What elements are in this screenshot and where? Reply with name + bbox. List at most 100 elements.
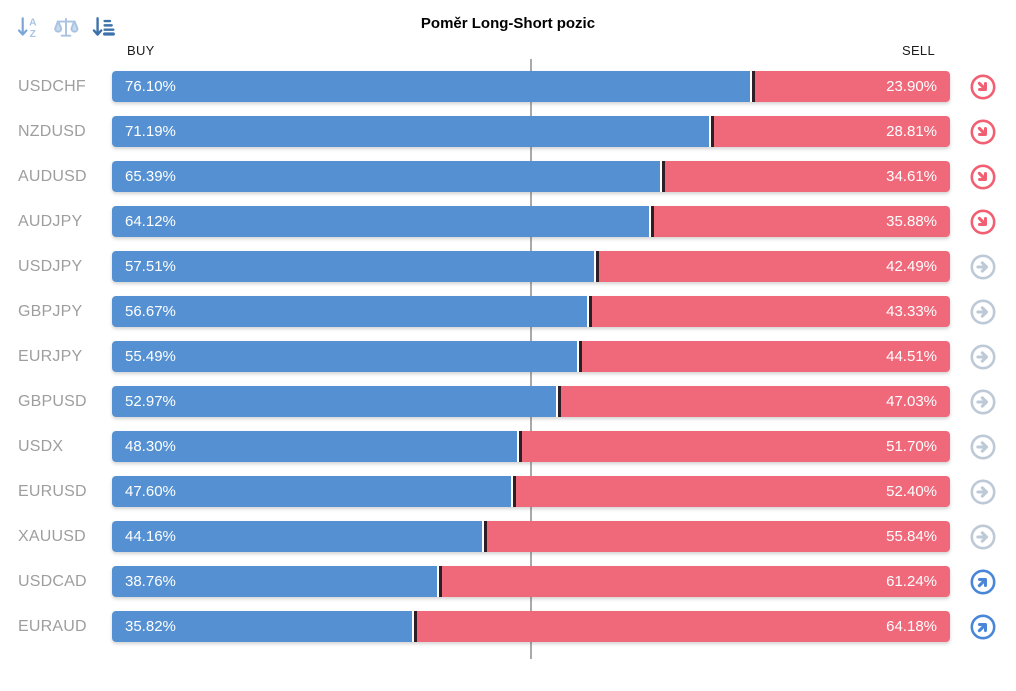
sell-bar: 52.40% [515,476,950,507]
trend-icon-cell [950,73,1016,101]
pair-label: EURJPY [18,347,83,365]
pair-label: USDCHF [18,77,86,95]
buy-bar: 38.76% [112,566,437,597]
buy-percent: 38.76% [125,573,176,590]
long-short-bar: 56.67% 43.33% [112,296,950,327]
buy-percent: 64.12% [125,213,176,230]
bar-divider [438,566,442,597]
chart-row: EURAUD 35.82% 64.18% [0,604,1016,649]
sell-percent: 47.03% [886,393,937,410]
bar-gap [510,476,513,507]
trend-neutral-icon[interactable] [969,478,997,506]
buy-bar: 47.60% [112,476,511,507]
buy-bar: 48.30% [112,431,517,462]
sort-toolbar: A Z [15,13,117,41]
trend-icon-cell [950,568,1016,596]
sort-alphabetical-icon[interactable]: A Z [15,13,43,41]
pair-label: USDX [18,437,64,455]
bar-gap [482,521,485,552]
trend-neutral-icon[interactable] [969,253,997,281]
pair-label: EURUSD [18,482,87,500]
bar-divider [512,476,516,507]
chart-row: USDJPY 57.51% 42.49% [0,244,1016,289]
buy-bar: 71.19% [112,116,709,147]
trend-neutral-icon[interactable] [969,433,997,461]
bar-divider [579,341,582,372]
buy-percent: 35.82% [125,618,176,635]
sell-bar: 42.49% [598,251,950,282]
sell-percent: 55.84% [886,528,937,545]
bar-divider [557,386,561,417]
pair-label: GBPJPY [18,302,83,320]
trend-down-icon[interactable] [969,118,997,146]
trend-down-icon[interactable] [969,163,997,191]
buy-bar: 55.49% [112,341,577,372]
buy-bar: 57.51% [112,251,594,282]
trend-neutral-icon[interactable] [969,388,997,416]
sell-percent: 34.61% [886,168,937,185]
bar-divider [595,251,599,282]
trend-neutral-icon[interactable] [969,343,997,371]
buy-percent: 57.51% [125,258,176,275]
sell-bar: 35.88% [654,206,950,237]
buy-bar: 56.67% [112,296,587,327]
sell-percent: 44.51% [886,348,937,365]
bar-gap [586,296,589,327]
trend-neutral-icon[interactable] [969,298,997,326]
long-short-bar: 65.39% 34.61% [112,161,950,192]
bar-gap [412,611,415,642]
bar-gap [577,341,579,372]
chart-row: USDCAD 38.76% 61.24% [0,559,1016,604]
pair-label: USDJPY [18,257,83,275]
pair-label: GBPUSD [18,392,87,410]
chart-row: USDX 48.30% 51.70% [0,424,1016,469]
long-short-bar: 64.12% 35.88% [112,206,950,237]
long-short-bar: 57.51% 42.49% [112,251,950,282]
sort-amount-icon[interactable] [89,13,117,41]
bar-gap [749,71,752,102]
trend-neutral-icon[interactable] [969,523,997,551]
chart-row: EURJPY 55.49% 44.51% [0,334,1016,379]
sell-percent: 23.90% [886,78,937,95]
trend-icon-cell [950,298,1016,326]
bar-gap [516,431,519,462]
bar-divider [518,431,522,462]
long-short-bar: 35.82% 64.18% [112,611,950,642]
pair-label: NZDUSD [18,122,86,140]
sell-bar: 44.51% [582,341,950,372]
chart-row: GBPUSD 52.97% 47.03% [0,379,1016,424]
bar-track: 44.16% 55.84% [112,521,950,552]
bar-track: 38.76% 61.24% [112,566,950,597]
buy-axis-label: BUY [127,43,155,58]
sell-bar: 34.61% [664,161,950,192]
long-short-bar: 52.97% 47.03% [112,386,950,417]
chart-row: NZDUSD 71.19% 28.81% [0,109,1016,154]
bar-track: 52.97% 47.03% [112,386,950,417]
bar-track: 76.10% 23.90% [112,71,950,102]
chart-row: XAUUSD 44.16% 55.84% [0,514,1016,559]
sell-percent: 28.81% [886,123,937,140]
trend-icon-cell [950,118,1016,146]
long-short-bar: 48.30% 51.70% [112,431,950,462]
bar-gap [593,251,596,282]
sell-percent: 42.49% [886,258,937,275]
trend-down-icon[interactable] [969,208,997,236]
trend-up-icon[interactable] [969,568,997,596]
chart-row: GBPJPY 56.67% 43.33% [0,289,1016,334]
bar-divider [710,116,714,147]
buy-percent: 48.30% [125,438,176,455]
trend-down-icon[interactable] [969,73,997,101]
buy-percent: 71.19% [125,123,176,140]
long-short-chart: USDCHF 76.10% 23.90% NZDUSD 71.19% 28.81% AUDU… [0,59,1016,664]
sell-percent: 64.18% [886,618,937,635]
sell-bar: 43.33% [591,296,950,327]
sell-percent: 43.33% [886,303,937,320]
trend-icon-cell [950,433,1016,461]
balance-scale-icon[interactable] [52,13,80,41]
buy-bar: 76.10% [112,71,750,102]
chart-rows: USDCHF 76.10% 23.90% NZDUSD 71.19% 28.81% AUDU… [0,64,1016,649]
buy-percent: 56.67% [125,303,176,320]
trend-up-icon[interactable] [969,613,997,641]
long-short-bar: 47.60% 52.40% [112,476,950,507]
